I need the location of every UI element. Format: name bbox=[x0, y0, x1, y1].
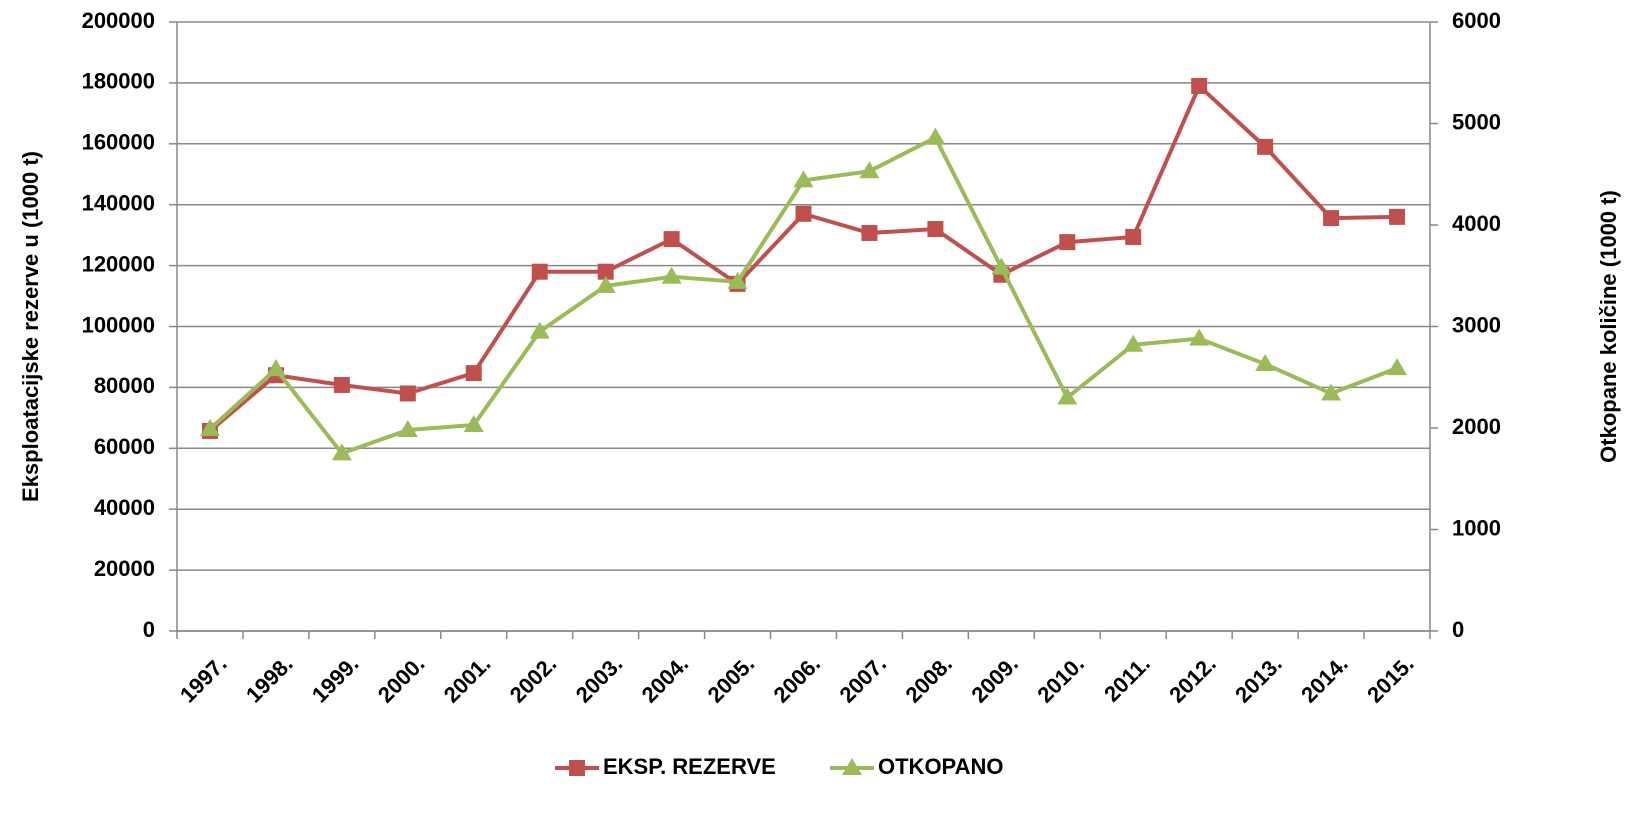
x-tick-label: 2003. bbox=[571, 651, 628, 708]
point bbox=[663, 231, 680, 248]
x-tick-label: 2004. bbox=[637, 651, 694, 708]
y-tick-label: 120000 bbox=[82, 251, 155, 276]
legend-label: EKSP. REZERVE bbox=[603, 754, 776, 779]
point bbox=[727, 271, 748, 289]
x-tick-label: 2002. bbox=[505, 651, 562, 708]
y2-tick-label: 0 bbox=[1452, 617, 1464, 642]
point bbox=[661, 266, 682, 284]
x-tick-label: 2001. bbox=[439, 651, 496, 708]
point bbox=[1387, 358, 1408, 376]
x-tick-label: 2005. bbox=[703, 651, 760, 708]
y2-tick-label: 4000 bbox=[1452, 211, 1501, 236]
legend-marker bbox=[842, 758, 862, 775]
point bbox=[1321, 383, 1342, 401]
point bbox=[1255, 354, 1276, 372]
x-tick-label: 2006. bbox=[769, 651, 826, 708]
x-tick-label: 2015. bbox=[1362, 651, 1419, 708]
point bbox=[333, 376, 350, 393]
y2-tick-label: 1000 bbox=[1452, 515, 1501, 540]
x-tick-label: 1997. bbox=[175, 651, 232, 708]
x-tick-label: 2009. bbox=[966, 651, 1023, 708]
x-tick-label: 2008. bbox=[900, 651, 957, 708]
y2-tick-label: 5000 bbox=[1452, 109, 1501, 134]
point bbox=[595, 275, 616, 293]
point bbox=[1057, 387, 1078, 405]
legend-label: OTKOPANO bbox=[878, 754, 1003, 779]
y-tick-label: 180000 bbox=[82, 69, 155, 94]
y-tick-label: 60000 bbox=[94, 434, 155, 459]
point bbox=[399, 385, 416, 402]
point bbox=[397, 420, 418, 438]
point bbox=[597, 263, 614, 280]
point bbox=[331, 443, 352, 461]
y-tick-label: 140000 bbox=[82, 191, 155, 216]
legend-marker bbox=[569, 760, 585, 776]
x-tick-label: 2012. bbox=[1164, 651, 1221, 708]
point bbox=[465, 365, 482, 382]
y2-tick-label: 3000 bbox=[1452, 312, 1501, 337]
point bbox=[1389, 208, 1406, 225]
x-tick-label: 1999. bbox=[307, 651, 364, 708]
point bbox=[529, 321, 550, 339]
y-tick-label: 20000 bbox=[94, 556, 155, 581]
point bbox=[859, 161, 880, 179]
y-axis-label: Eksploatacijske rezerve u (1000 t) bbox=[18, 151, 43, 502]
point bbox=[793, 170, 814, 188]
point bbox=[861, 225, 878, 242]
point bbox=[265, 359, 286, 377]
x-tick-label: 2014. bbox=[1296, 651, 1353, 708]
point bbox=[1189, 328, 1210, 346]
point bbox=[1123, 334, 1144, 352]
x-tick-label: 2000. bbox=[373, 651, 430, 708]
x-tick-label: 1998. bbox=[241, 651, 298, 708]
point bbox=[991, 257, 1012, 275]
x-tick-label: 2013. bbox=[1230, 651, 1287, 708]
series-line bbox=[208, 82, 1398, 433]
y2-tick-label: 6000 bbox=[1452, 8, 1501, 33]
point bbox=[795, 205, 812, 222]
point bbox=[199, 419, 220, 437]
x-tick-label: 2010. bbox=[1032, 651, 1089, 708]
point bbox=[1191, 77, 1208, 94]
y-tick-label: 0 bbox=[143, 617, 155, 642]
y-tick-label: 80000 bbox=[94, 373, 155, 398]
point bbox=[925, 127, 946, 145]
x-tick-label: 2011. bbox=[1099, 651, 1155, 707]
y2-axis-label: Otkopane količine (1000 t) bbox=[1596, 190, 1621, 463]
point bbox=[1323, 210, 1340, 227]
x-tick-label: 2007. bbox=[834, 651, 891, 708]
point bbox=[463, 414, 484, 432]
y-tick-label: 160000 bbox=[82, 130, 155, 155]
y-tick-label: 200000 bbox=[82, 8, 155, 33]
y-tick-label: 100000 bbox=[82, 312, 155, 337]
point bbox=[927, 221, 944, 238]
point bbox=[531, 263, 548, 280]
point bbox=[1125, 228, 1142, 245]
point bbox=[1257, 138, 1274, 155]
point bbox=[1059, 234, 1076, 251]
y-tick-label: 40000 bbox=[94, 495, 155, 520]
y2-tick-label: 2000 bbox=[1452, 414, 1501, 439]
